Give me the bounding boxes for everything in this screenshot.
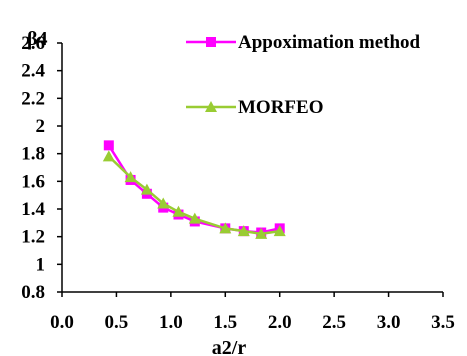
y-tick-label: 1.2 bbox=[21, 227, 45, 248]
data-point bbox=[102, 150, 115, 162]
series-layer bbox=[102, 140, 286, 239]
y-tick-label: 1 bbox=[36, 254, 46, 275]
y-tick-label: 1.8 bbox=[21, 144, 45, 165]
data-point bbox=[188, 212, 201, 224]
x-tick-label: 2.5 bbox=[322, 312, 346, 333]
data-point bbox=[124, 171, 137, 183]
series-line bbox=[107, 155, 280, 236]
x-axis-title: a2/r bbox=[212, 337, 247, 356]
y-tick-label: 0.8 bbox=[21, 282, 45, 303]
x-tick-label: 2.0 bbox=[268, 312, 292, 333]
data-point bbox=[140, 183, 153, 195]
data-point bbox=[157, 197, 170, 209]
x-tick-label: 1.0 bbox=[159, 312, 183, 333]
x-axis-ticks: 0.0 0.5 1.0 1.5 2.0 2.5 3.0 3.5 bbox=[50, 292, 455, 333]
data-point bbox=[237, 225, 250, 237]
y-tick-label: 2 bbox=[36, 116, 46, 137]
y-tick-label: 1.4 bbox=[21, 199, 45, 220]
legend-triangle-marker bbox=[205, 101, 217, 112]
legend: Appoximation method MORFEO bbox=[186, 32, 421, 118]
y-tick-label: 2.4 bbox=[21, 61, 45, 82]
axes bbox=[61, 43, 443, 293]
legend-entry: MORFEO bbox=[186, 97, 324, 118]
y-tick-label: 2.2 bbox=[21, 88, 45, 109]
y-axis-title-symbol: β4 bbox=[27, 28, 48, 50]
x-tick-label: 0.0 bbox=[50, 312, 74, 333]
y-axis-ticks: 0.8 1 1.2 1.4 1.6 1.8 2 2.2 2.4 2.6 bbox=[21, 33, 62, 303]
y-axis-title: β4 bbox=[27, 28, 48, 50]
legend-label: Appoximation method bbox=[238, 32, 421, 53]
legend-square-marker bbox=[206, 37, 216, 47]
legend-entry: Appoximation method bbox=[186, 32, 421, 53]
y-tick-label: 2.6 bbox=[21, 33, 45, 54]
x-tick-label: 1.5 bbox=[213, 312, 237, 333]
series-morfeo bbox=[102, 150, 286, 239]
data-point bbox=[172, 205, 185, 217]
x-tick-label: 3.0 bbox=[377, 312, 401, 333]
data-point bbox=[103, 140, 114, 151]
x-tick-label: 3.5 bbox=[431, 312, 455, 333]
y-tick-label: 1.6 bbox=[21, 171, 45, 192]
data-point bbox=[219, 222, 232, 234]
data-point bbox=[273, 225, 286, 237]
x-tick-label: 0.5 bbox=[105, 312, 129, 333]
data-point bbox=[255, 227, 268, 239]
legend-label: MORFEO bbox=[238, 97, 324, 118]
